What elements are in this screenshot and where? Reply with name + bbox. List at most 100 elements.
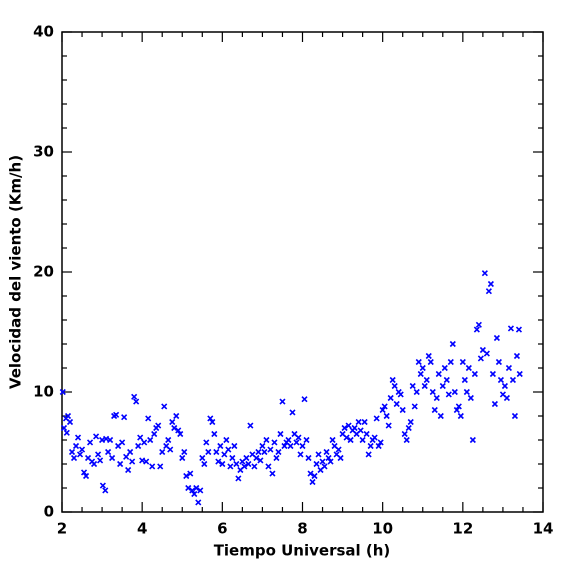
data-point [167,446,174,453]
data-point [469,436,476,444]
data-point [131,393,138,400]
data-point [475,321,482,328]
data-point [419,364,426,372]
data-point [455,403,462,410]
data-point [155,422,162,429]
data-point [287,442,294,450]
data-point [91,460,98,468]
data-point [363,430,370,438]
data-point [453,406,460,414]
data-point [359,436,366,444]
data-point [129,458,136,465]
x-tick-label: 4 [137,520,147,538]
data-point [86,439,94,446]
data-point [411,403,418,410]
data-point [171,424,178,432]
data-point [247,422,254,429]
data-point [319,458,326,465]
data-point [441,364,448,372]
data-point [177,430,184,438]
data-point [221,451,228,458]
data-point [261,448,268,456]
data-point [337,454,344,462]
data-point [361,418,368,426]
data-point [78,446,86,453]
data-point [105,448,112,456]
data-point [483,350,490,357]
data-point [97,457,104,464]
data-point [93,433,100,440]
data-point [217,442,224,450]
data-point [103,435,110,442]
data-point [267,446,274,453]
data-point [243,454,250,462]
data-point [313,460,320,468]
data-point [161,403,168,410]
data-point [207,415,214,422]
data-point [189,487,196,494]
data-point [123,453,130,460]
data-point [433,394,440,402]
data-point [303,436,310,444]
data-point [391,382,398,390]
data-point [229,454,236,462]
data-point [185,484,192,492]
y-axis-label: Velocidad del viento (Km/h) [7,155,25,389]
data-point [457,412,464,420]
data-point [293,439,300,446]
y-tick-label: 20 [33,263,54,281]
data-point [377,439,384,446]
data-point [147,436,154,444]
data-point [415,358,422,366]
data-point [459,358,466,366]
data-point [165,436,172,444]
data-point [351,424,358,432]
data-point [329,436,336,444]
data-point [477,355,484,362]
data-point [403,436,410,444]
data-point [321,463,328,470]
data-point [275,448,282,456]
data-point [149,463,156,470]
data-point [205,448,212,456]
data-point [357,427,364,434]
data-point [407,418,414,426]
data-point [82,472,90,480]
data-point [509,376,517,384]
data-point [151,430,158,438]
data-point [465,364,472,372]
data-point [59,388,66,396]
data-point [325,454,332,462]
data-point [471,370,478,378]
data-point [211,430,218,438]
data-point [501,382,508,390]
data-point [489,370,496,378]
data-point [309,478,316,486]
data-point [365,451,372,458]
data-point [443,376,450,384]
y-tick-label: 30 [33,143,54,161]
data-point [409,382,416,390]
data-point [173,412,180,420]
data-point [481,270,488,277]
data-point [209,418,216,426]
data-point [413,388,420,396]
data-point [295,434,302,441]
data-point [227,463,234,470]
data-point [389,376,396,384]
data-point [143,458,150,465]
data-point [223,436,230,444]
data-point [109,454,116,462]
data-point [259,442,266,450]
data-point [491,400,498,408]
data-point [121,414,128,421]
data-point [516,370,523,378]
data-point [225,446,232,453]
data-point [199,454,206,462]
data-point [335,446,342,453]
data-point [485,288,492,295]
data-point [367,442,374,450]
data-point [179,454,186,462]
data-point [435,370,442,378]
